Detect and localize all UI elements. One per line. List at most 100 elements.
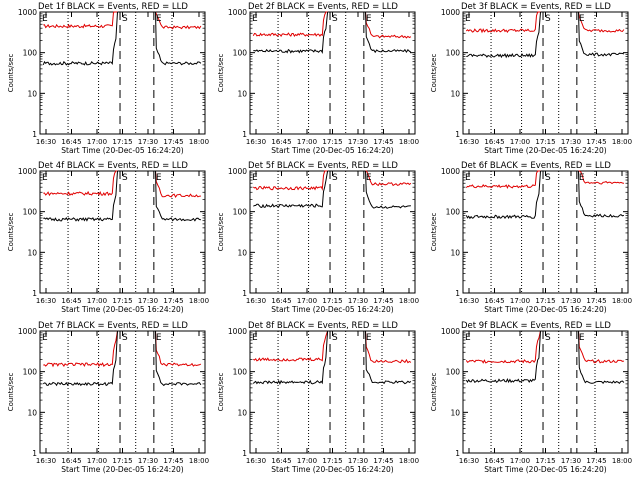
x-tick-label: 18:00 — [612, 457, 632, 465]
x-axis-label: Start Time (20-Dec-05 16:24:20) — [271, 146, 393, 155]
series-line-events — [253, 11, 329, 54]
x-tick-label: 17:45 — [586, 138, 606, 146]
marker-label: S — [332, 333, 338, 343]
x-tick-label: 16:30 — [246, 297, 266, 305]
x-tick-label: 18:00 — [189, 457, 209, 465]
x-tick-label: 17:45 — [373, 297, 393, 305]
series-line-events — [155, 170, 201, 222]
series-line-lld — [365, 11, 412, 39]
y-tick-label: 100 — [446, 49, 461, 58]
x-tick-label: 16:45 — [484, 138, 504, 146]
y-tick-label: 100 — [233, 368, 248, 377]
y-tick-label: 10 — [237, 408, 247, 417]
x-tick-label: 17:30 — [138, 138, 158, 146]
marker-label: S — [122, 173, 128, 183]
y-axis-label: Counts/sec — [217, 54, 225, 93]
x-tick-label: 17:15 — [112, 138, 132, 146]
y-tick-label: 1 — [32, 130, 37, 139]
series-line-events — [43, 330, 118, 387]
x-tick-label: 17:45 — [586, 297, 606, 305]
y-axis-label: Counts/sec — [7, 54, 15, 93]
y-tick-label: 1000 — [228, 8, 247, 17]
y-tick-label: 1 — [242, 130, 247, 139]
x-tick-label: 16:45 — [271, 138, 291, 146]
x-tick-label: 17:00 — [87, 138, 107, 146]
y-tick-label: 100 — [23, 368, 38, 377]
y-axis-label: Counts/sec — [430, 213, 438, 252]
y-tick-label: 1000 — [441, 327, 460, 336]
series-line-events — [365, 330, 412, 385]
series-line-lld — [578, 11, 625, 33]
x-tick-label: 16:30 — [246, 138, 266, 146]
x-tick-label: 16:45 — [484, 457, 504, 465]
x-axis-label: Start Time (20-Dec-05 16:24:20) — [271, 305, 393, 314]
series-line-events — [466, 11, 541, 59]
series-line-events — [253, 170, 329, 208]
x-axis-label: Start Time (20-Dec-05 16:24:20) — [484, 305, 606, 314]
x-tick-label: 16:45 — [271, 297, 291, 305]
marker-label: S — [332, 14, 338, 24]
series-line-events — [365, 170, 411, 209]
x-tick-label: 18:00 — [399, 457, 419, 465]
series-line-events — [578, 170, 625, 218]
x-tick-label: 17:45 — [163, 457, 183, 465]
x-tick-label: 17:00 — [87, 457, 107, 465]
x-tick-label: 17:00 — [297, 297, 317, 305]
series-line-lld — [252, 11, 328, 38]
y-axis-label: Counts/sec — [217, 213, 225, 252]
series-line-events — [155, 11, 202, 66]
marker-label: S — [545, 14, 551, 24]
y-axis-label: Counts/sec — [7, 373, 15, 412]
y-tick-label: 100 — [23, 208, 38, 217]
y-axis-label: Counts/sec — [430, 373, 438, 412]
y-axis-label: Counts/sec — [217, 373, 225, 412]
marker-label: E — [579, 14, 585, 24]
x-tick-label: 17:30 — [348, 457, 368, 465]
marker-label: S — [545, 333, 551, 343]
series-line-lld — [155, 330, 202, 367]
marker-label: E — [252, 333, 258, 343]
panel-title: Det 5f BLACK = Events, RED = LLD — [248, 161, 398, 171]
series-line-lld — [578, 330, 624, 364]
series-line-events — [465, 170, 541, 220]
marker-label: E — [579, 173, 585, 183]
plot-frame — [39, 170, 206, 294]
panel-title: Det 3f BLACK = Events, RED = LLD — [461, 2, 611, 12]
y-tick-label: 100 — [446, 208, 461, 217]
x-tick-label: 17:15 — [322, 138, 342, 146]
series-line-events — [365, 11, 412, 54]
detector-panel-4: Det 4f BLACK = Events, RED = LLD 1 10 100 10… — [7, 161, 209, 314]
detector-panel-5: Det 5f BLACK = Events, RED = LLD 1 10 100 10… — [217, 161, 419, 314]
series-line-lld — [578, 170, 625, 185]
panel-title: Det 7f BLACK = Events, RED = LLD — [38, 321, 188, 331]
series-line-events — [252, 330, 329, 385]
series-line-events — [42, 11, 118, 66]
panel-title: Det 1f BLACK = Events, RED = LLD — [38, 2, 188, 12]
panel-title: Det 6f BLACK = Events, RED = LLD — [461, 161, 611, 171]
x-tick-label: 18:00 — [399, 138, 419, 146]
detector-panel-3: Det 3f BLACK = Events, RED = LLD 1 10 100 10… — [430, 2, 632, 155]
marker-label: S — [122, 14, 128, 24]
marker-label: E — [579, 333, 585, 343]
x-axis-label: Start Time (20-Dec-05 16:24:20) — [61, 305, 183, 314]
x-tick-label: 18:00 — [189, 138, 209, 146]
series-line-lld — [155, 11, 202, 30]
panel-title: Det 8f BLACK = Events, RED = LLD — [248, 321, 398, 331]
x-tick-label: 17:15 — [112, 457, 132, 465]
y-tick-label: 10 — [450, 248, 460, 257]
panel-title: Det 9f BLACK = Events, RED = LLD — [461, 321, 611, 331]
series-line-lld — [465, 170, 541, 190]
x-tick-label: 17:00 — [510, 457, 530, 465]
marker-label: E — [252, 173, 258, 183]
series-line-events — [155, 330, 202, 387]
x-tick-label: 17:30 — [138, 297, 158, 305]
y-tick-label: 1000 — [441, 8, 460, 17]
x-tick-label: 17:30 — [561, 297, 581, 305]
x-tick-label: 17:45 — [163, 297, 183, 305]
x-tick-label: 17:30 — [348, 297, 368, 305]
series-line-lld — [365, 330, 412, 364]
x-tick-label: 17:00 — [297, 457, 317, 465]
marker-label: E — [156, 14, 162, 24]
y-tick-label: 100 — [23, 49, 38, 58]
x-tick-label: 16:30 — [459, 297, 479, 305]
